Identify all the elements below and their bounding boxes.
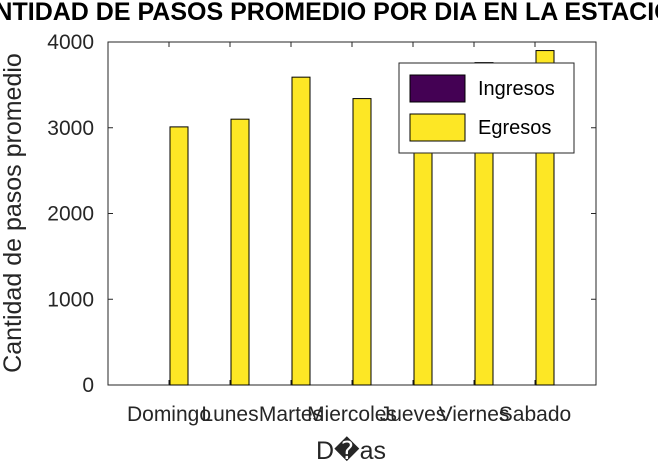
y-tick-label: 3000 [47, 117, 94, 140]
bar-egresos-martes [291, 76, 311, 386]
legend-swatch-ingresos [409, 74, 466, 103]
y-tick-label: 4000 [47, 31, 94, 54]
legend-label-ingresos: Ingresos [478, 78, 555, 100]
x-tick-label: Jueves [380, 403, 447, 426]
x-tick-label: Miercoles [307, 403, 397, 426]
y-tick-label: 0 [82, 374, 94, 397]
chart-title: CANTIDAD DE PASOS PROMEDIO POR DIA EN LA… [0, 0, 658, 26]
y-axis-label: Cantidad de pasos promedio [0, 53, 27, 373]
bar-egresos-lunes [230, 118, 250, 386]
legend: Ingresos Egresos [398, 62, 575, 154]
x-tick-label: Viernes [439, 403, 510, 426]
x-tick-label: Martes [259, 403, 323, 426]
legend-swatch-egresos [409, 113, 466, 142]
bar-egresos-domingo [169, 126, 189, 386]
x-tick-label: Domingo [127, 403, 211, 426]
x-tick-label: Sabado [499, 403, 571, 426]
x-axis-label: D�as [316, 436, 386, 462]
x-tick-label: Lunes [201, 403, 258, 426]
y-tick-label: 1000 [47, 288, 94, 311]
bar-egresos-miercoles [352, 98, 372, 386]
y-tick-label: 2000 [47, 203, 94, 226]
y-axis-ticks: 0 1000 2000 3000 4000 [47, 31, 596, 397]
legend-label-egresos: Egresos [478, 117, 551, 139]
